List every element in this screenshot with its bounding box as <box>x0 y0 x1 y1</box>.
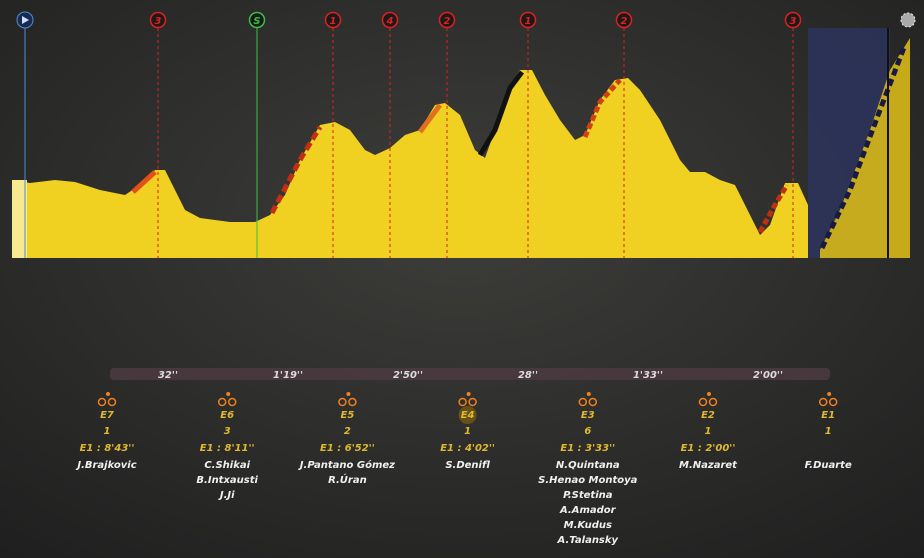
bike-rider <box>466 392 471 396</box>
bike-wheel <box>107 397 117 407</box>
bike-wheel <box>348 397 357 407</box>
rider-name: B.Intxausti <box>196 475 258 486</box>
group-count: 1 <box>705 426 712 437</box>
group-time: E1 : 8'11'' <box>200 443 255 454</box>
rider-name: S.Denifl <box>445 460 490 471</box>
marker-label: S <box>253 16 260 27</box>
marker-icon <box>248 11 266 29</box>
bike-wheel <box>97 397 107 407</box>
play-icon <box>22 16 29 24</box>
marker-label: 2 <box>444 16 451 27</box>
bike-rider <box>106 392 110 396</box>
bike-wheel <box>698 397 708 407</box>
group-count: 1 <box>464 426 471 437</box>
gap-bar <box>110 368 830 380</box>
profile <box>12 70 808 258</box>
group-id: E2 <box>701 410 715 421</box>
start-zone <box>12 180 27 258</box>
group-highlight <box>458 406 477 424</box>
rider-name: F.Duarte <box>805 460 852 471</box>
bike-wheel <box>828 397 838 407</box>
group-count: 3 <box>224 426 231 437</box>
marker-label: 3 <box>155 16 162 27</box>
bike-wheel <box>458 397 467 407</box>
marker-icon <box>615 11 633 29</box>
group-count: 6 <box>584 426 591 437</box>
rider-name: S.Henao Montoya <box>538 475 637 486</box>
gap-label: 2'00'' <box>753 370 783 381</box>
bike-wheel <box>338 397 347 407</box>
group-id: E4 <box>461 410 475 421</box>
group-id: E6 <box>220 410 234 421</box>
bike-wheel <box>468 397 477 407</box>
content: 3 S 1 4 2 1 2 3 32'' 1'19'' 2'50'' 28'' 1'33'' 2'00''… <box>75 11 852 546</box>
group-id: E1 <box>821 410 835 421</box>
rider-name: J.Brajkovic <box>75 460 136 471</box>
gap-label: 28'' <box>518 370 538 381</box>
bike-wheel <box>708 397 718 407</box>
marker-icon <box>438 11 456 29</box>
bike-wheel <box>217 397 227 407</box>
rider-name: J.Pantano Gómez <box>298 459 395 471</box>
bike-rider <box>586 392 591 396</box>
marker-label: 3 <box>790 16 797 27</box>
group-time: E1 : 8'43'' <box>80 443 135 454</box>
group-count: 1 <box>104 426 111 437</box>
gap-label: 1'19'' <box>273 370 303 381</box>
marker-icon <box>324 11 342 29</box>
group-time: E1 : 2'00'' <box>681 443 736 454</box>
group-count: 1 <box>825 426 832 437</box>
marker-icon <box>784 11 802 29</box>
bike-wheel <box>578 397 588 407</box>
bike-rider <box>346 392 351 396</box>
rider-name: A.Amador <box>559 505 617 516</box>
group-id: E3 <box>581 410 595 421</box>
bike-wheel <box>588 397 598 407</box>
marker-icon <box>519 11 537 29</box>
rider-name: P.Stetina <box>563 490 613 501</box>
group-time: E1 : 6'52'' <box>320 443 375 454</box>
bike-rider <box>226 392 231 396</box>
marker-icon <box>149 11 167 29</box>
group-id: E7 <box>100 410 114 421</box>
gap-label: 32'' <box>158 370 178 381</box>
rider-name: R.Úran <box>328 473 367 486</box>
bike-wheel <box>227 397 237 407</box>
group-count: 2 <box>344 426 351 437</box>
climb-stripes <box>131 44 908 250</box>
group-time: E1 : 3'33'' <box>560 443 615 454</box>
marker-label: 1 <box>330 16 337 27</box>
finish-icon <box>900 12 916 28</box>
marker-label: 4 <box>386 16 394 27</box>
group-time: E1 : 4'02'' <box>440 443 495 454</box>
group-id: E5 <box>341 410 355 421</box>
rider-name: N.Quintana <box>556 460 620 471</box>
rider-name: C.Shikai <box>204 460 250 471</box>
marker-label: 2 <box>621 16 628 27</box>
rider-name: A.Talansky <box>557 535 619 546</box>
gap-label: 1'33'' <box>633 370 663 381</box>
rider-name: M.Kudus <box>564 520 612 531</box>
rider-name: M.Nazaret <box>679 460 738 471</box>
bike-rider <box>827 392 832 396</box>
marker-icon <box>381 11 399 29</box>
gap-label: 2'50'' <box>393 370 423 381</box>
bike-rider <box>707 392 711 396</box>
bike-wheel <box>818 397 828 407</box>
rider-name: J.Ji <box>218 490 235 501</box>
marker-label: 1 <box>525 16 532 27</box>
